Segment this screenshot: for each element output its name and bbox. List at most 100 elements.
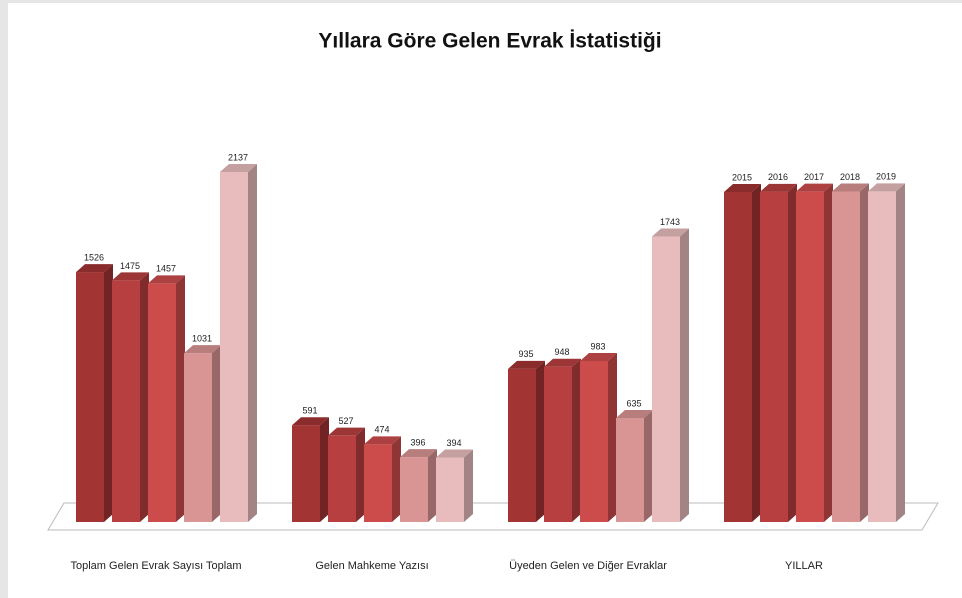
chart-title: Yıllara Göre Gelen Evrak İstatistiği — [318, 30, 661, 53]
bar — [400, 449, 437, 522]
bar-side — [356, 427, 365, 522]
bar — [184, 345, 221, 522]
x-tick-label: Gelen Mahkeme Yazısı — [315, 560, 428, 572]
bar-top — [544, 358, 581, 367]
data-label: 2016 — [768, 172, 788, 182]
bar-side — [752, 183, 761, 523]
data-label: 527 — [338, 416, 353, 426]
bar-side — [788, 183, 797, 522]
data-label: 2017 — [804, 172, 824, 182]
bar-side — [320, 417, 329, 522]
bar-top — [400, 449, 437, 458]
bar-side — [536, 360, 545, 522]
bar — [616, 409, 653, 522]
data-label: 1031 — [192, 334, 212, 344]
bar-front — [580, 361, 608, 522]
bar — [508, 360, 545, 522]
bar-front — [328, 435, 356, 522]
frame-left — [0, 0, 8, 598]
bar-front — [544, 366, 572, 522]
bar-front — [76, 272, 104, 522]
bar-top — [832, 183, 869, 192]
bar-side — [104, 264, 113, 522]
bar-side — [248, 164, 257, 522]
bar — [868, 183, 905, 522]
bar — [580, 353, 617, 522]
bar-top — [436, 449, 473, 458]
bar-front — [436, 457, 464, 522]
data-label: 1457 — [156, 264, 176, 274]
bar-top — [184, 345, 221, 354]
bar-side — [572, 358, 581, 522]
bar-top — [724, 183, 761, 192]
bar — [544, 358, 581, 522]
bar-top — [652, 228, 689, 237]
bar — [220, 164, 257, 522]
bar-top — [148, 275, 185, 284]
bar-top — [112, 272, 149, 281]
bar — [436, 449, 473, 522]
data-label: 948 — [554, 347, 569, 357]
bar — [148, 275, 185, 522]
bar-front — [868, 191, 896, 522]
bar-front — [796, 191, 824, 522]
bar — [652, 228, 689, 522]
bar-front — [148, 283, 176, 522]
bar-front — [760, 191, 788, 522]
bar — [796, 183, 833, 522]
bar-top — [328, 427, 365, 436]
frame-top — [0, 0, 962, 3]
data-label: 2015 — [732, 172, 752, 182]
x-tick-label: YILLAR — [785, 560, 823, 572]
bar-front — [220, 172, 248, 522]
bar-top — [364, 436, 401, 445]
data-label: 1743 — [660, 217, 680, 227]
bar-side — [680, 228, 689, 522]
bar-front — [400, 457, 428, 522]
bar-side — [140, 272, 149, 522]
data-label: 474 — [374, 425, 389, 435]
bar-front — [652, 236, 680, 522]
bar — [112, 272, 149, 522]
bar — [328, 427, 365, 522]
bar-front — [364, 444, 392, 522]
floor — [47, 502, 939, 531]
bar-front — [616, 417, 644, 522]
bar-side — [644, 409, 653, 522]
data-label: 394 — [446, 438, 461, 448]
bar-top — [220, 164, 257, 172]
bar-top — [616, 409, 653, 418]
bar-top — [760, 183, 797, 192]
bar-side — [896, 183, 905, 522]
bar — [76, 264, 113, 522]
data-label: 1475 — [120, 261, 140, 271]
data-label: 635 — [626, 398, 641, 408]
data-label: 983 — [590, 341, 605, 351]
x-tick-label: Toplam Gelen Evrak Sayısı Toplam — [71, 560, 242, 572]
bar-top — [508, 360, 545, 369]
bar-side — [212, 345, 221, 522]
x-tick-label: Üyeden Gelen ve Diğer Evraklar — [509, 560, 667, 572]
bar — [832, 183, 869, 523]
bar-front — [508, 368, 536, 522]
bar-top — [580, 353, 617, 362]
bar-top — [292, 417, 329, 426]
bar-front — [832, 191, 860, 523]
bar-side — [464, 449, 473, 522]
bar-side — [428, 449, 437, 522]
data-label: 1526 — [84, 252, 104, 262]
bar-top — [796, 183, 833, 192]
bar-top — [868, 183, 905, 192]
data-label: 2019 — [876, 172, 896, 182]
bar — [760, 183, 797, 522]
data-label: 396 — [410, 438, 425, 448]
bar-side — [860, 183, 869, 523]
data-label: 591 — [302, 406, 317, 416]
data-label: 2018 — [840, 172, 860, 182]
bar-front — [292, 425, 320, 522]
bar-front — [724, 191, 752, 523]
bar — [364, 436, 401, 522]
bar-front — [184, 353, 212, 522]
